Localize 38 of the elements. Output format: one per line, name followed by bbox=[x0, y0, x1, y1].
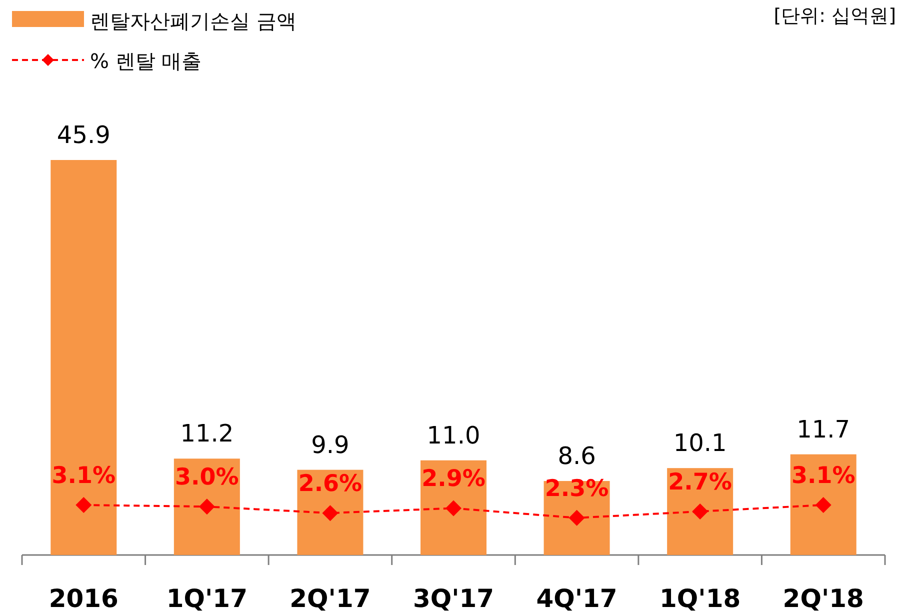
x-tick: 4Q'17 bbox=[536, 584, 618, 613]
data-label: 2.7% bbox=[668, 469, 732, 496]
bar bbox=[420, 460, 486, 555]
data-label: 45.9 bbox=[56, 121, 110, 149]
x-tick: 1Q'17 bbox=[166, 584, 248, 613]
data-label: 2.3% bbox=[544, 476, 609, 502]
bar bbox=[667, 468, 734, 555]
legend-label: % 렌탈 매출 bbox=[90, 49, 202, 73]
data-label: 11.0 bbox=[426, 421, 480, 450]
x-tick: 2Q'17 bbox=[290, 584, 371, 613]
bar bbox=[544, 480, 610, 555]
data-label: 11.2 bbox=[180, 420, 234, 448]
data-label: 8.6 bbox=[558, 442, 596, 470]
x-tick: 3Q'17 bbox=[412, 584, 494, 613]
x-tick: 1Q'18 bbox=[660, 584, 741, 613]
point bbox=[76, 497, 92, 513]
annotation: [단위: 십억원] bbox=[774, 5, 896, 27]
data-label: 3.1% bbox=[791, 463, 856, 489]
x-tick: 2016 bbox=[48, 584, 118, 613]
point bbox=[815, 497, 832, 513]
bar bbox=[790, 454, 856, 555]
point bbox=[568, 510, 585, 526]
data-label: 2.6% bbox=[298, 471, 362, 498]
data-label: 11.7 bbox=[796, 415, 850, 444]
point bbox=[446, 500, 462, 516]
data-label: 3.1% bbox=[52, 463, 116, 489]
x-tick: 2Q'18 bbox=[782, 584, 864, 613]
bar bbox=[297, 470, 364, 555]
point bbox=[198, 498, 215, 515]
data-label: 3.0% bbox=[175, 464, 239, 491]
point bbox=[692, 503, 708, 520]
legend-label: 렌탈자산폐기손실 금액 bbox=[90, 9, 296, 33]
data-label: 10.1 bbox=[673, 429, 727, 458]
data-label: 2.9% bbox=[422, 466, 486, 492]
data-label: 9.9 bbox=[311, 430, 350, 459]
bar bbox=[50, 160, 117, 555]
bar bbox=[174, 458, 240, 555]
point bbox=[322, 505, 338, 522]
